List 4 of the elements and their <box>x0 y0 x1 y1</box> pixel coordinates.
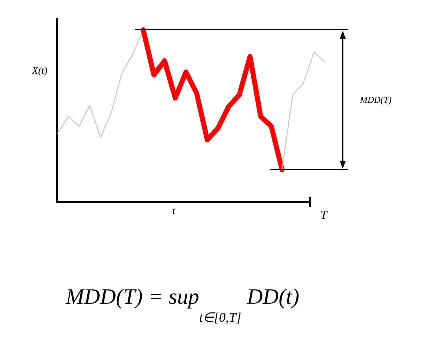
x-axis-title: t <box>172 206 176 217</box>
text: MDD(T) <box>359 95 392 105</box>
y-axis-title: X(t) <box>31 66 48 77</box>
text: T <box>320 208 329 222</box>
